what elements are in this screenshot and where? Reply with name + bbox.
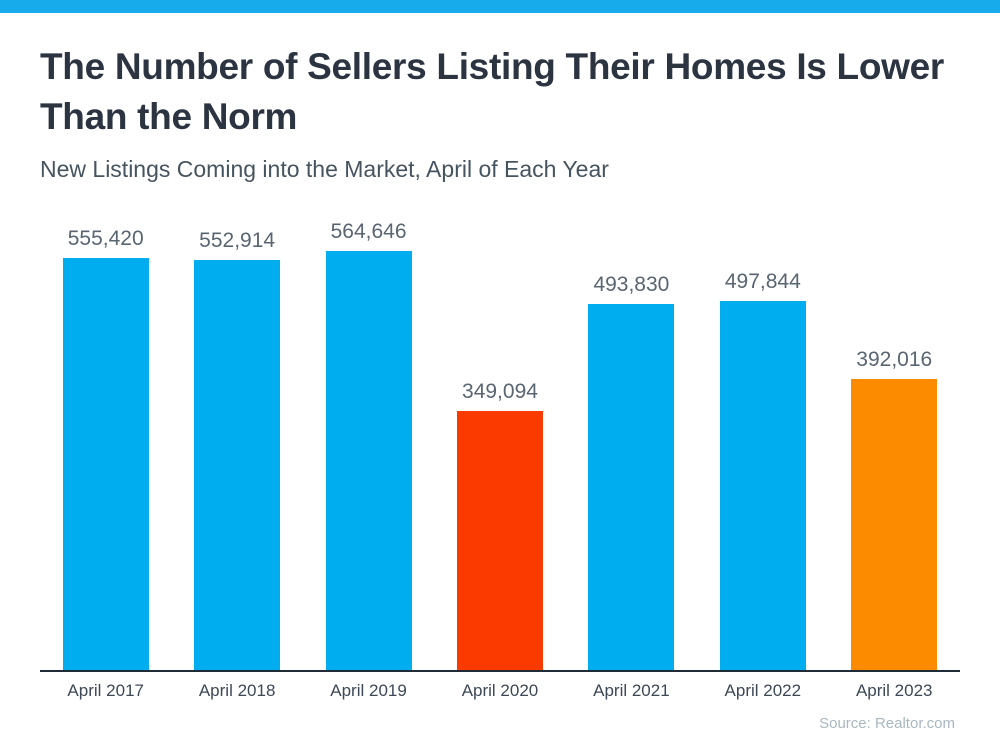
bar-value-label: 493,830 bbox=[593, 273, 670, 296]
bar-value-label: 392,016 bbox=[856, 348, 933, 371]
xaxis-tick-label: April 2020 bbox=[461, 681, 539, 700]
xaxis-tick-label: April 2017 bbox=[67, 681, 144, 700]
xaxis-tick-label: April 2022 bbox=[724, 681, 802, 700]
xaxis-tick-label: April 2021 bbox=[593, 681, 670, 700]
bar-april-2020 bbox=[456, 411, 543, 670]
bar-column: 349,094 bbox=[434, 210, 565, 670]
bar-april-2017 bbox=[62, 258, 149, 670]
bars-row: 555,420 552,914 564,646 349,094 493,830 497,8… bbox=[40, 210, 960, 670]
bar-value-label: 349,094 bbox=[462, 380, 538, 403]
chart-subtitle: New Listings Coming into the Market, Apr… bbox=[40, 156, 609, 182]
x-axis-line bbox=[40, 670, 960, 672]
chart-title: The Number of Sellers Listing Their Home… bbox=[40, 46, 945, 137]
bar-column: 555,420 bbox=[40, 210, 171, 670]
source-attribution: Source: Realtor.com bbox=[819, 715, 955, 732]
bar-april-2018 bbox=[194, 260, 281, 670]
xaxis-tick-label: April 2019 bbox=[330, 681, 407, 700]
bar-column: 564,646 bbox=[303, 210, 434, 670]
bar-value-label: 552,914 bbox=[199, 229, 276, 252]
bar-value-label: 564,646 bbox=[330, 220, 407, 243]
bar-april-2021 bbox=[588, 304, 675, 670]
bar-value-label: 555,420 bbox=[67, 227, 144, 250]
bar-april-2019 bbox=[325, 251, 412, 670]
bar-april-2023 bbox=[851, 379, 938, 670]
xaxis-tick-label: April 2018 bbox=[198, 681, 276, 700]
bar-column: 552,914 bbox=[171, 210, 302, 670]
xaxis-labels: April 2017 April 2018 April 2019 April 2020… bbox=[40, 681, 960, 701]
bar-column: 493,830 bbox=[566, 210, 697, 670]
bar-column: 497,844 bbox=[697, 210, 828, 670]
bar-value-label: 497,844 bbox=[724, 270, 801, 293]
xaxis-tick-label: April 2023 bbox=[855, 681, 933, 700]
bar-column: 392,016 bbox=[829, 210, 960, 670]
top-accent-stripe bbox=[0, 0, 1000, 13]
bar-april-2022 bbox=[719, 301, 806, 670]
